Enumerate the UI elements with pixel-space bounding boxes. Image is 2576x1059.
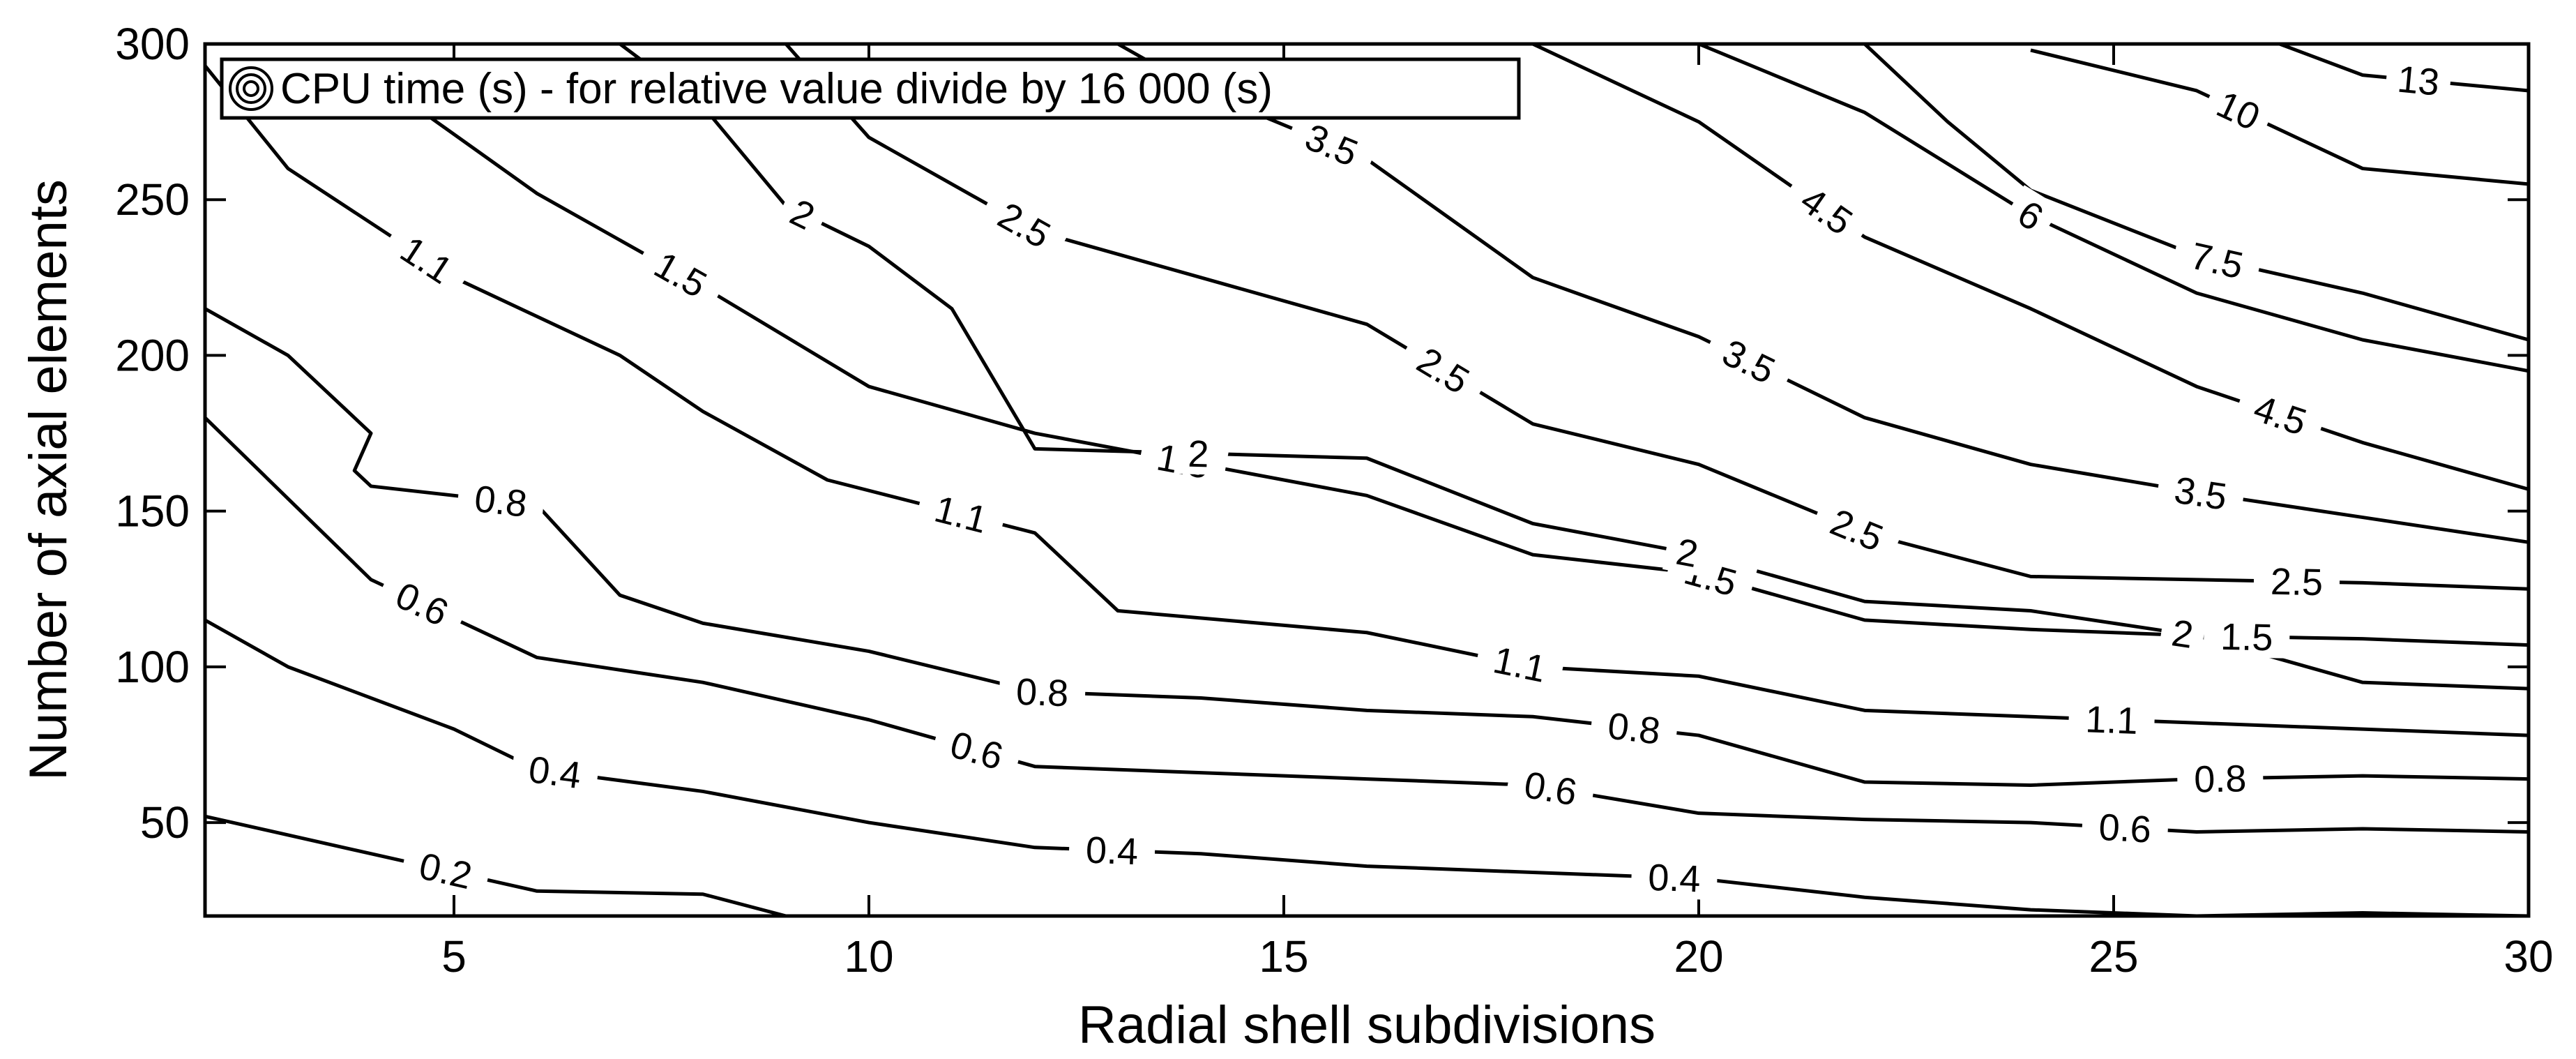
svg-text:0.8: 0.8 — [472, 478, 529, 525]
contour-0-6-label: 0.6 — [930, 716, 1024, 782]
y-axis-label: Number of axial elements — [19, 179, 78, 781]
contour-7-5-line — [1863, 44, 2529, 342]
contour-0-2-line — [205, 814, 787, 916]
contour-2-line — [619, 44, 2529, 691]
contour-1-1-label: 1.1 — [2068, 696, 2155, 742]
svg-text:1.1: 1.1 — [930, 488, 992, 542]
svg-text:0.6: 0.6 — [2098, 806, 2152, 851]
y-tick-label-250: 250 — [115, 174, 190, 225]
contour-2-5-label: 2.5 — [2253, 558, 2340, 603]
contour-2-5-label: 2.5 — [976, 184, 1073, 264]
axis-ticks — [205, 43, 2530, 916]
contour-0-6-label: 0.6 — [1504, 758, 1597, 816]
contour-lines — [205, 44, 2529, 916]
contour-6-label: 6 — [2001, 185, 2061, 245]
contour-0-8-label: 0.8 — [2176, 755, 2264, 801]
svg-text:0.6: 0.6 — [946, 723, 1008, 778]
svg-text:13: 13 — [2395, 58, 2441, 103]
y-tick-label-50: 50 — [140, 797, 190, 848]
contour-2-label: 2 — [774, 184, 832, 243]
contour-4-5-label: 4.5 — [2233, 380, 2328, 449]
x-tick-label-30: 30 — [2503, 931, 2553, 982]
contour-0-6-label: 0.6 — [2081, 803, 2169, 852]
y-tick-label-150: 150 — [115, 486, 190, 536]
contour-2-5-label: 2.5 — [1395, 329, 1492, 411]
svg-text:1.1: 1.1 — [1490, 639, 1550, 691]
y-tick-label-100: 100 — [115, 642, 190, 692]
x-tick-label-15: 15 — [1259, 931, 1308, 982]
contour-1-1-label: 1.1 — [1473, 633, 1567, 693]
svg-text:3.5: 3.5 — [2172, 469, 2229, 518]
contour-0-4-label: 0.4 — [1068, 826, 1156, 873]
contour-1-5-label: 1.5 — [632, 234, 729, 314]
contour-0-8-label: 0.8 — [999, 668, 1086, 715]
legend-box — [220, 57, 1521, 120]
svg-text:2.5: 2.5 — [2270, 561, 2323, 603]
contour-13-label: 13 — [2384, 54, 2453, 105]
contour-1-1-label: 1.1 — [914, 481, 1008, 546]
x-tick-label-25: 25 — [2089, 931, 2138, 982]
x-tick-label-5: 5 — [441, 931, 467, 982]
svg-text:0.4: 0.4 — [526, 749, 584, 797]
svg-text:0.6: 0.6 — [1521, 764, 1579, 814]
svg-text:0.4: 0.4 — [1647, 857, 1701, 901]
x-tick-label-10: 10 — [844, 931, 893, 982]
svg-text:1.5: 1.5 — [2220, 616, 2273, 659]
contour-2-5-line — [785, 44, 2529, 591]
contour-3-5-label: 3.5 — [1701, 322, 1798, 399]
y-tick-label-300: 300 — [115, 19, 190, 69]
plot-frame — [203, 42, 2531, 918]
contour-2-5-label: 2.5 — [1809, 493, 1905, 566]
contour-13-line — [2279, 44, 2529, 93]
contour-1-5-label: 1.5 — [2203, 613, 2290, 659]
svg-text:0.8: 0.8 — [1015, 671, 1069, 715]
contour-7-5-label: 7.5 — [2170, 229, 2264, 290]
contour-10-line — [2030, 48, 2529, 186]
contour-legend-icon — [229, 66, 273, 111]
svg-text:0.8: 0.8 — [2194, 758, 2247, 800]
contour-labels: 0.20.40.40.40.60.60.60.60.80.80.80.81.11… — [374, 54, 2453, 901]
x-axis-label: Radial shell subdivisions — [1078, 996, 1656, 1055]
contour-0-8-label: 0.8 — [1589, 700, 1679, 754]
contour-4-5-line — [1531, 44, 2529, 491]
legend: CPU time (s) - for relative value divide… — [220, 57, 1521, 120]
contour-0-4-label: 0.4 — [1630, 853, 1718, 901]
contour-3-5-label: 3.5 — [2155, 464, 2247, 520]
x-tick-label-20: 20 — [1674, 931, 1723, 982]
axis-tick-labels: 5 10 15 20 25 30 50 100 150 200 250 300 — [115, 19, 2553, 982]
svg-text:0.4: 0.4 — [1085, 829, 1139, 873]
contour-10-label: 10 — [2200, 76, 2278, 143]
contour-4-5-label: 4.5 — [1779, 167, 1875, 253]
contour-2-label: 2 — [1176, 430, 1220, 476]
contour-0-8-label: 0.8 — [455, 474, 546, 527]
contour-0-4-label: 0.4 — [509, 744, 600, 799]
contour-2-label: 2 — [1662, 526, 1713, 578]
contour-1-1-label: 1.1 — [379, 217, 475, 301]
contour-0-2-label: 0.2 — [399, 839, 493, 901]
contour-0-6-label: 0.6 — [374, 565, 471, 641]
svg-text:0.8: 0.8 — [1606, 705, 1662, 753]
legend-entry-text: CPU time (s) - for relative value divide… — [280, 65, 1273, 113]
svg-text:1.1: 1.1 — [2084, 698, 2138, 742]
y-tick-label-200: 200 — [115, 330, 190, 380]
contour-6-line — [1698, 44, 2529, 373]
contour-2-label: 2 — [2158, 608, 2207, 658]
svg-text:2: 2 — [1188, 433, 1210, 476]
